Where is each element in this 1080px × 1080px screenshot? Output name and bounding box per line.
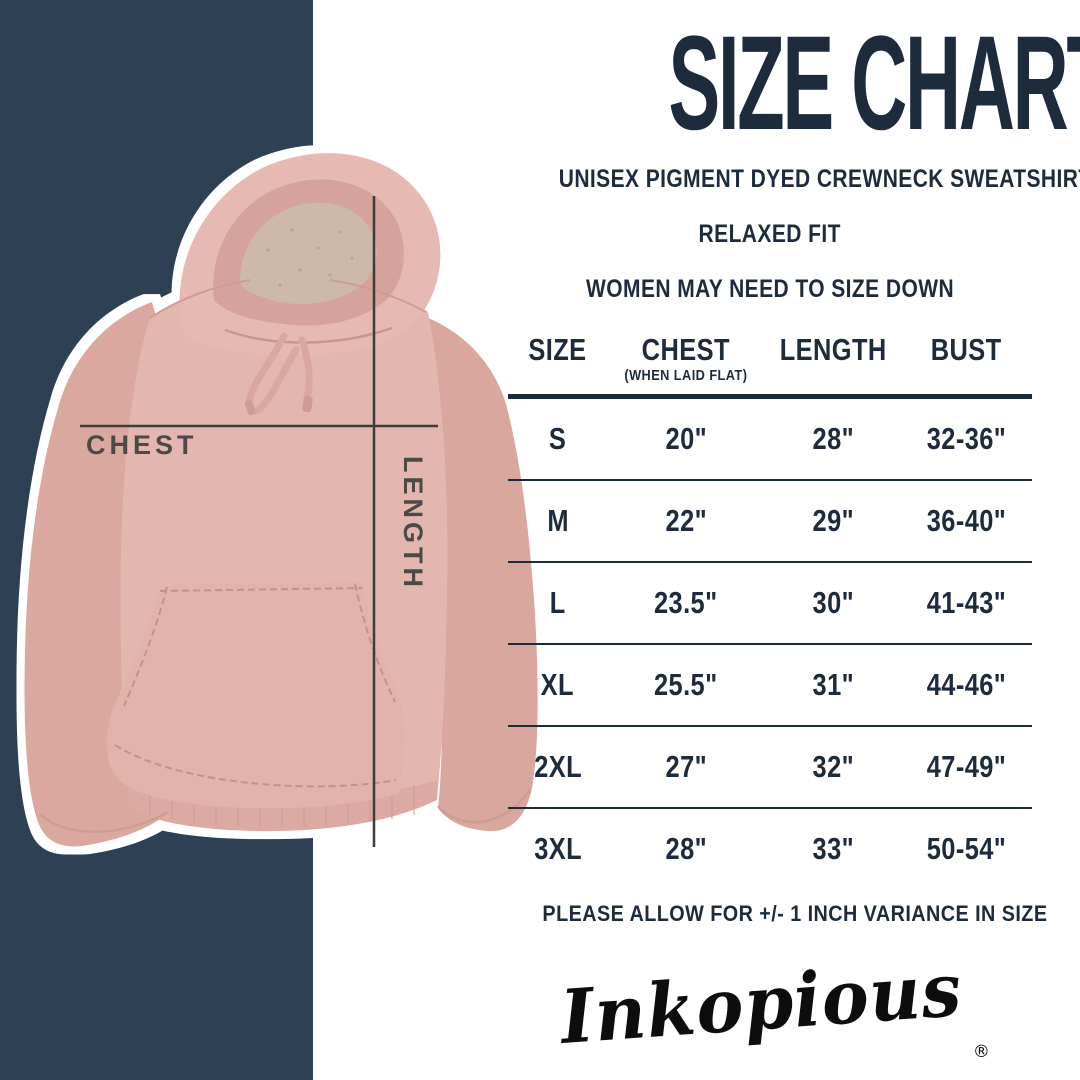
page-title: SIZE CHART	[668, 9, 1080, 158]
chest-measure-label: CHEST	[86, 430, 198, 460]
cell-bust: 50-54"	[926, 831, 1007, 867]
drawstring-aglet	[302, 395, 313, 413]
hood-lining-texture	[266, 228, 354, 287]
cell-length: 32"	[812, 749, 854, 785]
drawstring-aglet	[244, 399, 256, 416]
cell-bust: 44-46"	[926, 667, 1007, 703]
col-header-length: LENGTH	[779, 332, 887, 368]
cell-length: 30"	[812, 585, 854, 621]
cell-length: 28"	[812, 421, 854, 457]
measurement-overlay: CHEST LENGTH	[80, 196, 438, 847]
table-row-l: L 23.5" 30" 41-43"	[508, 563, 1032, 645]
brand-logo: Inkopious ®	[508, 947, 1032, 1062]
length-measure-label: LENGTH	[398, 456, 428, 591]
col-header-size: SIZE	[528, 332, 587, 368]
registered-trademark-symbol: ®	[972, 1041, 990, 1062]
table-row-s: S 20" 28" 32-36"	[508, 399, 1032, 481]
table-row-xl: XL 25.5" 31" 44-46"	[508, 645, 1032, 727]
cell-bust: 41-43"	[926, 585, 1007, 621]
brand-wordmark: Inkopious	[558, 946, 965, 1061]
hoodie-garment	[24, 153, 538, 847]
pocket-stitching	[114, 583, 397, 788]
variance-note: PLEASE ALLOW FOR +/- 1 INCH VARIANCE IN …	[542, 900, 1048, 926]
subtitle-product: UNISEX PIGMENT DYED CREWNECK SWEATSHIRT	[558, 165, 1080, 194]
cell-chest: 28"	[665, 831, 707, 867]
hood-lining	[239, 202, 377, 304]
chest-note: (WHEN LAID FLAT)	[624, 368, 748, 385]
cell-size: XL	[541, 667, 575, 703]
col-header-chest: CHEST (WHEN LAID FLAT)	[608, 334, 765, 384]
subtitle-sizing-advice: WOMEN MAY NEED TO SIZE DOWN	[585, 275, 954, 304]
cell-chest: 25.5"	[654, 667, 718, 703]
size-table: SIZE CHEST (WHEN LAID FLAT) LENGTH BUST …	[508, 334, 1032, 889]
cell-chest: 23.5"	[654, 585, 718, 621]
cell-length: 33"	[812, 831, 854, 867]
left-cuff-seam	[39, 810, 169, 833]
cell-chest: 20"	[665, 421, 707, 457]
subtitle-fit: RELAXED FIT	[698, 220, 842, 249]
cell-chest: 27"	[665, 749, 707, 785]
cell-chest: 22"	[665, 503, 707, 539]
hoodie-illustration: CHEST LENGTH	[24, 153, 538, 847]
size-table-header: SIZE CHEST (WHEN LAID FLAT) LENGTH BUST	[508, 334, 1032, 399]
shoulder-seams	[149, 279, 427, 319]
cell-bust: 36-40"	[926, 503, 1007, 539]
col-header-bust: BUST	[931, 332, 1002, 368]
cell-length: 29"	[812, 503, 854, 539]
right-cuff-seam	[437, 789, 532, 824]
table-row-2xl: 2XL 27" 32" 47-49"	[508, 727, 1032, 809]
cell-size: M	[546, 503, 569, 539]
hoodie-photo-area: CHEST LENGTH	[0, 90, 580, 890]
table-row-m: M 22" 29" 36-40"	[508, 481, 1032, 563]
cell-size: S	[549, 421, 567, 457]
table-row-3xl: 3XL 28" 33" 50-54"	[508, 809, 1032, 889]
cell-size: 2XL	[533, 749, 582, 785]
size-chart-panel: SIZE CHART UNISEX PIGMENT DYED CREWNECK …	[508, 9, 1080, 1062]
cell-size: 3XL	[533, 831, 582, 867]
kangaroo-pocket	[106, 582, 405, 809]
cell-size: L	[549, 585, 566, 621]
hoodie-right-sleeve	[418, 314, 538, 832]
cell-bust: 47-49"	[926, 749, 1007, 785]
cell-bust: 32-36"	[926, 421, 1007, 457]
cell-length: 31"	[812, 667, 854, 703]
